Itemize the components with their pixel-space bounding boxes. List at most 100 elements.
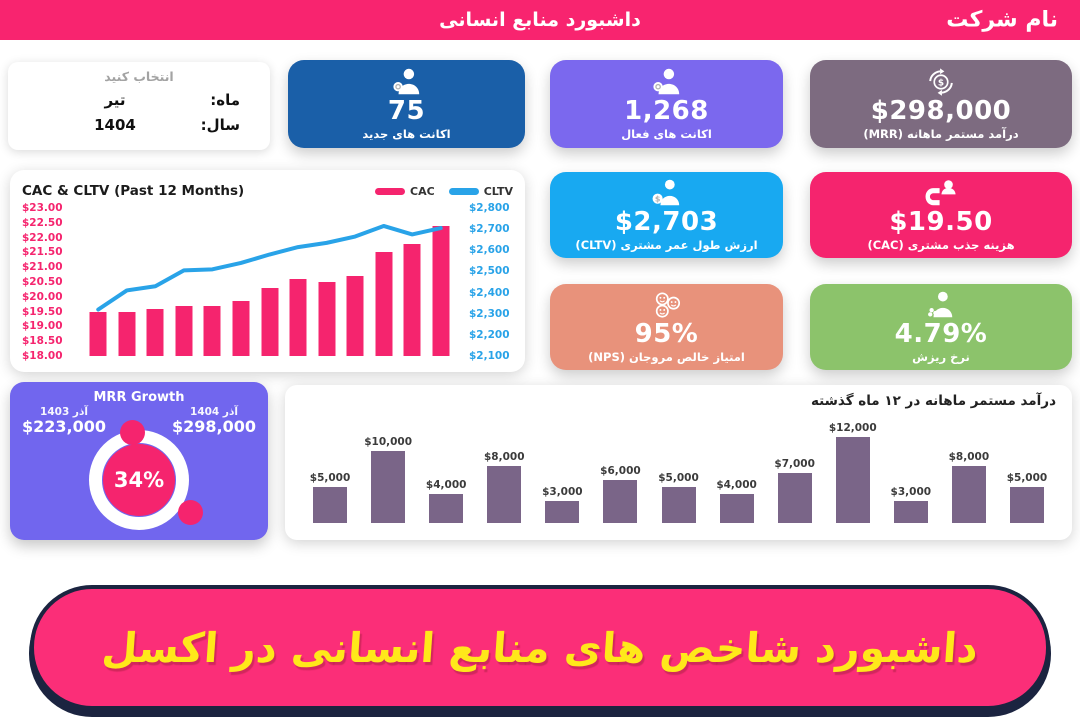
- cltv-legend-swatch: [448, 187, 479, 195]
- mrr-month-bar: [313, 487, 348, 523]
- kpi-card-nps: 95% امتیاز خالص مروجان (NPS): [550, 284, 783, 370]
- mrr-growth-card: MRR Growth آذر 1403 $223,000 آذر 1404 $2…: [10, 382, 268, 540]
- legend-item-cltv: CLTV: [448, 184, 513, 198]
- right-axis: $2,800 $2,700 $2,600 $2,500 $2,400 $2,300 $2,2…: [465, 202, 513, 362]
- kpi-card-churn: 4.79% نرخ ریزش: [810, 284, 1072, 370]
- mrr-month-bar: [951, 466, 986, 523]
- bar-value-label: $8,000: [948, 451, 990, 463]
- bar-value-label: $12,000: [828, 422, 877, 434]
- churn-user-icon: [922, 290, 960, 320]
- bar-slot: $8,000: [940, 451, 998, 523]
- cltv-line: [84, 208, 455, 356]
- bar-slot: $10,000: [359, 436, 417, 523]
- legend-label: CLTV: [483, 184, 513, 198]
- kpi-value: 75: [387, 96, 426, 127]
- month-selector-row[interactable]: ماه: تیر: [8, 91, 270, 109]
- bottom-banner: داشبورد شاخص های منابع انسانی در اکسل: [30, 585, 1050, 710]
- banner-text: داشبورد شاخص های منابع انسانی در اکسل: [100, 623, 980, 672]
- month-label: ماه:: [210, 91, 240, 109]
- gauge-end-dot: [178, 500, 203, 525]
- cac-bar: [375, 252, 393, 356]
- month-value[interactable]: تیر: [104, 91, 126, 109]
- bar-value-label: $3,000: [542, 486, 583, 498]
- left-axis-tick: $21.50: [22, 246, 63, 259]
- cac-bar: [346, 276, 364, 356]
- kpi-value: 1,268: [624, 96, 709, 127]
- right-axis-tick: $2,100: [469, 350, 510, 362]
- right-axis-tick: $2,200: [469, 328, 510, 341]
- kpi-card-cltv: $ $2,703 ارزش طول عمر مشتری (CLTV): [550, 172, 783, 258]
- right-axis-tick: $2,600: [469, 244, 510, 257]
- cac-bar: [232, 301, 250, 356]
- bar-slot: $12,000: [824, 422, 882, 523]
- mrr-month-bar: [893, 501, 928, 523]
- mrr-month-bar: [371, 451, 406, 523]
- bar-value-label: $4,000: [425, 479, 467, 491]
- mrr-month-bar: [719, 494, 754, 523]
- mrr-month-bar: [661, 487, 696, 523]
- monthly-mrr-chart-card: درآمد مستمر ماهانه در ۱۲ ماه گذشته $5,00…: [285, 385, 1072, 540]
- year-selector-row[interactable]: سال: 1404: [8, 116, 270, 134]
- mrr-month-bar: [603, 480, 638, 523]
- svg-text:$: $: [938, 79, 944, 89]
- current-period-amount: $298,000: [171, 417, 256, 437]
- chart-header: CAC & CLTV (Past 12 Months) CAC CLTV: [22, 180, 513, 202]
- kpi-value: 95%: [634, 319, 699, 350]
- year-value[interactable]: 1404: [94, 116, 136, 134]
- smileys-icon: [648, 290, 686, 320]
- dashboard-title: داشبورد منابع انسانی: [439, 9, 641, 31]
- chart-body: $23.00 $22.50 $22.00 $21.50 $21.00 $20.50 $20.…: [22, 202, 513, 362]
- active-accounts-user-icon: [648, 67, 686, 97]
- kpi-value: 4.79%: [894, 319, 988, 350]
- mrr-growth-title: MRR Growth: [93, 390, 185, 405]
- bar-slot: $8,000: [475, 451, 533, 523]
- bar-slot: $7,000: [766, 458, 824, 523]
- magnet-user-icon: [922, 178, 960, 208]
- left-axis-tick: $19.50: [22, 305, 63, 318]
- legend-label: CAC: [410, 184, 435, 198]
- mrr-month-bar: [777, 473, 812, 523]
- mrr-month-bar: [487, 466, 522, 523]
- kpi-label: درآمد مستمر ماهانه (MRR): [863, 126, 1019, 141]
- period-selector-card: انتخاب کنید ماه: تیر سال: 1404: [8, 62, 270, 150]
- cac-bar: [318, 282, 336, 356]
- cac-bar: [203, 305, 221, 356]
- bar-value-label: $5,000: [309, 472, 351, 484]
- mrr-month-bar: [1009, 487, 1044, 523]
- left-axis-tick: $22.00: [22, 231, 63, 244]
- cac-bar: [89, 311, 107, 356]
- kpi-label: نرخ ریزش: [912, 349, 970, 364]
- left-axis-tick: $20.50: [22, 276, 63, 288]
- dollar-cycle-icon: $: [922, 67, 960, 97]
- gauge-start-dot: [120, 420, 145, 445]
- previous-period-value: آذر 1403 $223,000: [22, 406, 106, 436]
- kpi-card-cac: $19.50 هزینه جذب مشتری (CAC): [810, 172, 1072, 258]
- cac-bar: [261, 287, 278, 356]
- cac-bar: [289, 279, 307, 356]
- left-axis-tick: $22.50: [22, 216, 63, 229]
- right-axis-tick: $2,500: [469, 265, 510, 278]
- mrr-month-bar: [545, 501, 580, 523]
- cac-bar: [118, 311, 136, 356]
- cac-bar: [432, 225, 450, 356]
- left-axis-tick: $18.00: [22, 350, 63, 362]
- chart-title: درآمد مستمر ماهانه در ۱۲ ماه گذشته: [810, 393, 1056, 409]
- left-axis-tick: $19.00: [22, 320, 63, 333]
- left-axis-tick: $21.00: [22, 261, 63, 274]
- left-axis: $23.00 $22.50 $22.00 $21.50 $21.00 $20.50 $20.…: [22, 202, 74, 362]
- bar-value-label: $5,000: [1006, 472, 1048, 484]
- plot-area: [84, 208, 455, 356]
- bar-slot: $5,000: [301, 472, 359, 523]
- left-axis-tick: $23.00: [22, 202, 63, 214]
- cac-cltv-chart-card: CAC & CLTV (Past 12 Months) CAC CLTV $23…: [10, 170, 525, 372]
- selector-hint: انتخاب کنید: [104, 69, 174, 84]
- chart-title: CAC & CLTV (Past 12 Months): [22, 183, 245, 199]
- bar-value-label: $4,000: [716, 479, 757, 491]
- bar-value-label: $3,000: [890, 486, 932, 498]
- company-name: نام شرکت: [946, 7, 1058, 33]
- bar-slot: $4,000: [708, 479, 766, 523]
- plot-area: $5,000 $10,000 $4,000 $8,000 $3,000 $6,000 $5,…: [301, 411, 1056, 523]
- growth-percentage: 34%: [103, 444, 175, 516]
- cac-bar: [146, 308, 164, 356]
